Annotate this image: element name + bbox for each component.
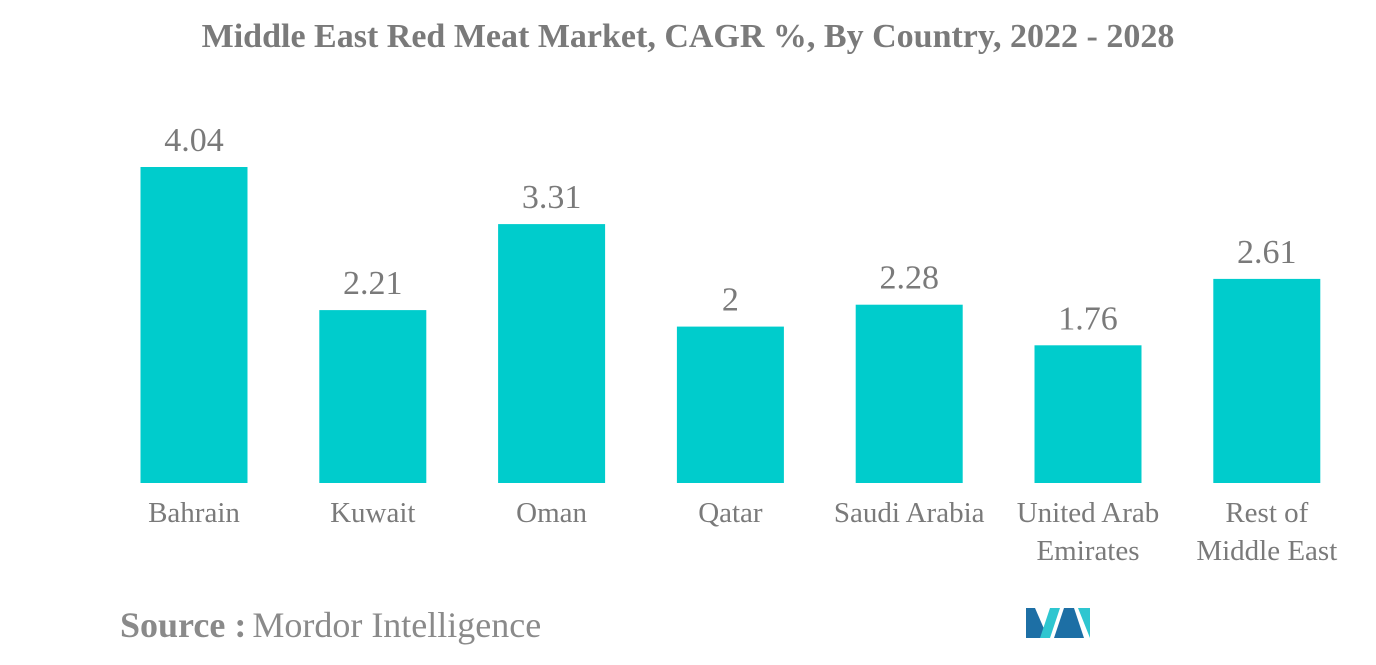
category-label-5-line-1: Emirates xyxy=(1036,535,1139,567)
bar-3 xyxy=(676,326,784,483)
logo-stroke-2 xyxy=(1040,608,1060,638)
category-label-4-line-0: Saudi Arabia xyxy=(834,497,985,529)
bar-0 xyxy=(140,167,248,483)
logo-stroke-3 xyxy=(1054,608,1084,638)
bar-5 xyxy=(1034,345,1142,483)
data-label-0: 4.04 xyxy=(164,122,224,159)
bar-4 xyxy=(855,304,963,483)
logo-stroke-4 xyxy=(1078,608,1090,638)
data-label-6: 2.61 xyxy=(1237,234,1297,271)
bar-1 xyxy=(319,310,427,483)
source-value: Mordor Intelligence xyxy=(252,605,542,645)
data-label-3: 2 xyxy=(722,282,739,319)
bar-chart: 4.04 Bahrain 2.21 Kuwait 3.31 Oman 2 Qatar 2.28 S… xyxy=(140,122,1337,567)
data-label-4: 2.28 xyxy=(879,260,939,297)
category-label-5-line-0: United Arab xyxy=(1017,497,1160,529)
category-label-3-line-0: Qatar xyxy=(698,497,763,529)
category-label-6-line-0: Rest of xyxy=(1225,497,1308,529)
mordor-intelligence-logo-icon xyxy=(1026,608,1090,638)
data-label-2: 3.31 xyxy=(522,179,582,216)
data-label-5: 1.76 xyxy=(1058,300,1118,337)
source-label: Source : xyxy=(120,605,247,645)
category-label-6-line-1: Middle East xyxy=(1196,535,1337,567)
bar-6 xyxy=(1213,278,1321,483)
category-label-0-line-0: Bahrain xyxy=(148,497,240,529)
chart-title: Middle East Red Meat Market, CAGR %, By … xyxy=(201,18,1175,55)
source-line: Source : Mordor Intelligence xyxy=(120,604,541,646)
category-label-2-line-0: Oman xyxy=(516,497,587,529)
data-label-1: 2.21 xyxy=(343,265,403,302)
category-label-1-line-0: Kuwait xyxy=(330,497,415,529)
bar-2 xyxy=(498,224,606,483)
